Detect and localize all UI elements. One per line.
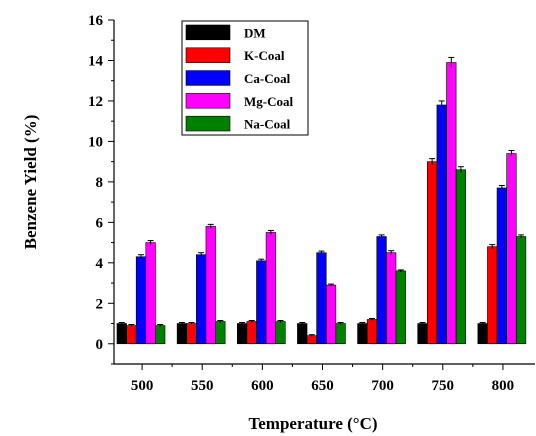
bar-dm-700 [357,323,368,345]
bar-na-coal-800 [515,236,527,345]
bar-mg-coal-600 [265,232,276,345]
y-tick-label: 14 [88,53,104,69]
x-tick-label: 700 [371,378,394,394]
legend-label-ca-coal: Ca-Coal [244,71,291,86]
y-tick-label: 4 [96,256,104,272]
legend-label-k-coal: K-Coal [244,48,285,63]
bar-na-coal-500 [155,325,166,345]
bar-k-coal-650 [306,335,317,345]
bar-ca-coal-750 [436,104,447,345]
bar-k-coal-600 [246,321,257,345]
x-tick-label: 600 [251,378,274,394]
y-axis-title: Benzene Yield (%) [21,115,40,250]
bar-dm-500 [116,323,127,345]
bar-k-coal-700 [366,319,378,345]
bar-mg-coal-750 [446,62,457,345]
bar-na-coal-600 [275,321,286,345]
bar-dm-650 [297,323,308,345]
y-tick-label: 12 [88,94,103,110]
x-tick-label: 750 [432,378,455,394]
x-tick-label: 800 [492,378,515,394]
bar-mg-coal-700 [386,252,397,345]
bar-dm-600 [236,323,248,345]
legend-swatch-k-coal [185,47,231,63]
bar-ca-coal-700 [376,236,387,345]
bar-na-coal-550 [215,321,226,345]
bar-dm-550 [176,323,188,345]
bar-k-coal-500 [126,325,137,345]
bar-mg-coal-650 [325,284,337,345]
legend-swatch-dm [185,24,231,41]
legend-label-mg-coal: Mg-Coal [244,94,293,109]
y-tick-label: 0 [96,337,104,353]
bar-ca-coal-600 [256,260,267,345]
bars [116,56,527,345]
bar-ca-coal-800 [496,187,507,345]
bar-na-coal-700 [395,270,406,345]
y-tick-label: 8 [96,175,104,191]
legend-swatch-na-coal [185,115,231,132]
legend-label-na-coal: Na-Coal [244,117,291,132]
bar-mg-coal-800 [506,153,517,345]
bar-mg-coal-550 [205,226,216,345]
x-tick-label: 500 [131,378,154,394]
y-tick-label: 2 [96,296,104,312]
y-tick-label: 16 [88,13,104,29]
legend: DM K-Coal Ca-Coal Mg-Coal Na-Coal [181,20,309,136]
legend-swatch-mg-coal [185,93,231,109]
bar-ca-coal-500 [135,256,147,345]
bar-k-coal-550 [186,323,197,345]
bar-ca-coal-650 [316,252,327,345]
x-axis-title: Temperature (°C) [248,414,377,433]
bar-dm-750 [417,323,428,345]
bar-dm-800 [477,323,488,345]
y-ticks: 0 2 4 6 8 10 12 14 16 [88,13,114,365]
axes [113,20,535,365]
y-tick-label: 6 [96,215,104,231]
bar-k-coal-800 [487,246,498,345]
bar-na-coal-650 [335,323,346,345]
x-ticks: 500 550 600 650 700 750 800 [131,364,514,394]
legend-label-dm: DM [244,25,266,40]
bar-na-coal-750 [455,169,467,345]
legend-swatch-ca-coal [185,70,231,86]
x-tick-label: 550 [191,378,214,394]
bar-ca-coal-550 [196,254,207,345]
y-tick-label: 10 [88,134,103,150]
x-tick-label: 650 [311,378,334,394]
bar-k-coal-750 [427,161,438,345]
bar-mg-coal-500 [145,242,156,345]
